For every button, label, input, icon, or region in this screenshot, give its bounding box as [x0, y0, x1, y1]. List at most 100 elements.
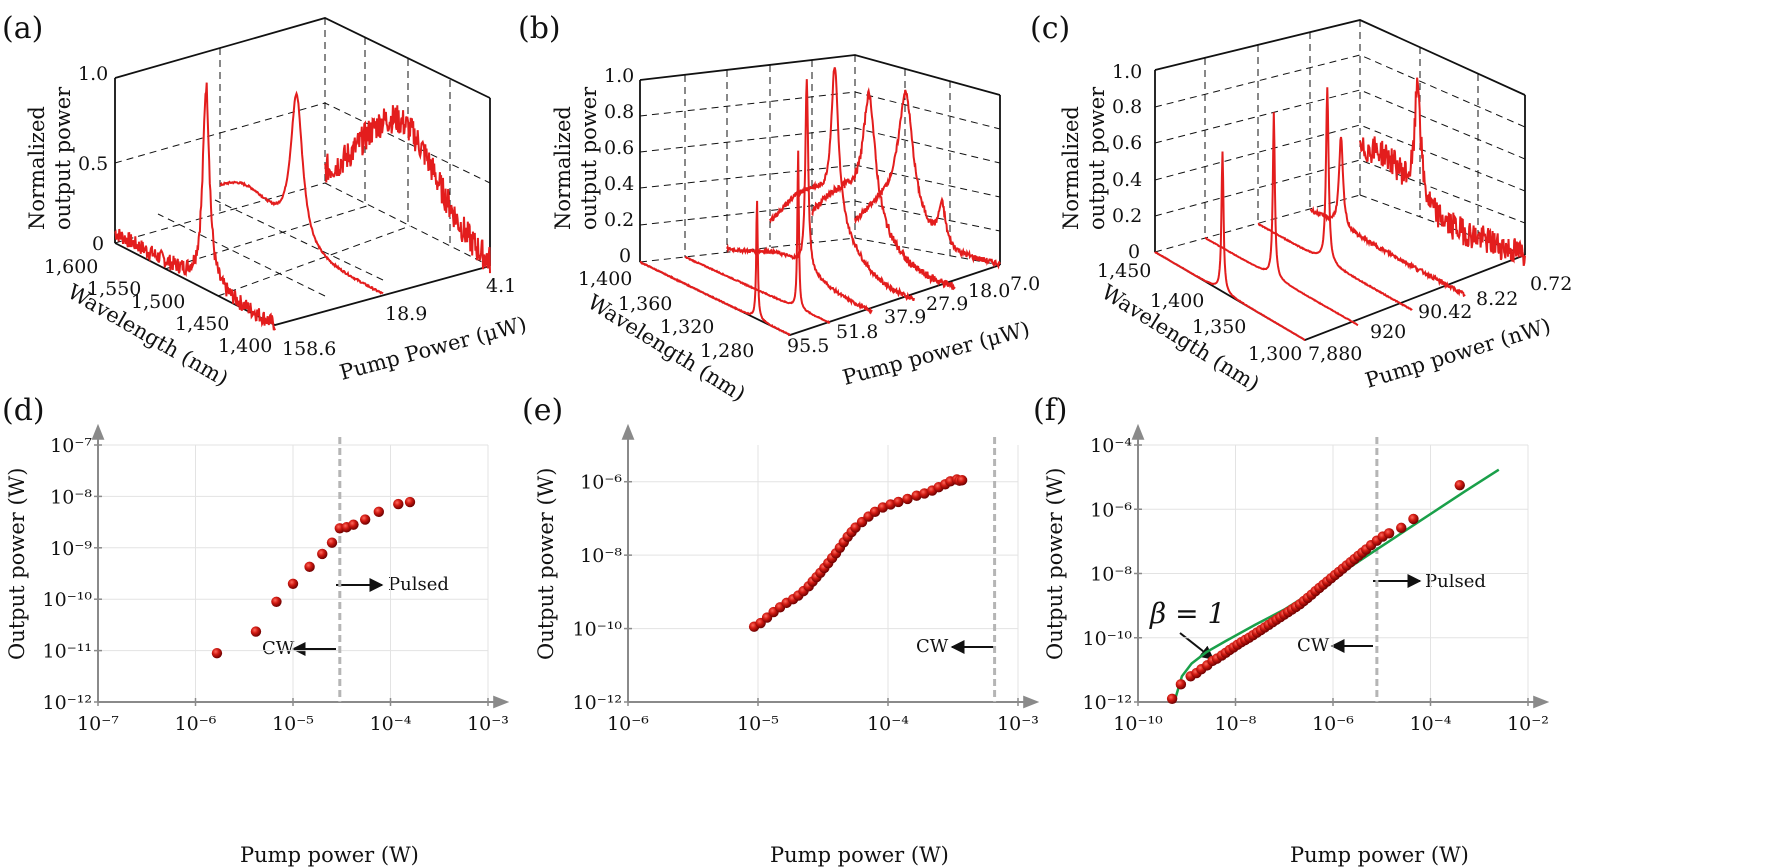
z-axis-label-line1: Normalized [1059, 106, 1083, 230]
spectrum-trace [1204, 112, 1359, 327]
y-tick-label: 10⁻⁹ [50, 538, 92, 560]
data-point [348, 519, 359, 530]
x-tick: 1,320 [660, 316, 714, 338]
spectrum-trace [684, 150, 831, 324]
y-tick-label: 10⁻¹⁰ [43, 589, 93, 611]
y-tick: 0.72 [1530, 273, 1572, 295]
z-tick: 0.2 [604, 209, 634, 231]
spectrum-trace [1154, 151, 1306, 342]
spectrum-trace [1359, 77, 1526, 267]
spectrum-trace [726, 79, 873, 315]
panel-f: (f) Pump power (W) Output power (W) Puls… [1033, 393, 1550, 867]
x-tick-label: 10⁻¹⁰ [1113, 713, 1163, 735]
z-axis-label-line2: output power [51, 86, 75, 230]
z-axis-label-line1: Normalized [25, 106, 49, 230]
data-point [404, 496, 416, 508]
x-tick: 1,500 [131, 291, 185, 313]
x-tick: 1,550 [87, 278, 141, 300]
x-tick: 1,400 [1150, 290, 1204, 312]
panel-e: (e) Pump power (W) Output power (W) CW 1… [522, 393, 1040, 867]
x-tick-label: 10⁻³ [467, 713, 509, 735]
y-axis-label: Output power (W) [5, 468, 29, 660]
data-point [287, 578, 299, 589]
z-tick: 0.5 [78, 153, 108, 175]
data-point [877, 502, 888, 513]
y-tick-label: 10⁻¹² [573, 692, 622, 714]
z-tick: 1.0 [604, 65, 634, 87]
z-tick: 0.8 [1112, 96, 1142, 118]
panel-c-3d-frame [1154, 19, 1526, 341]
x-tick-label: 10⁻² [1507, 713, 1549, 735]
z-tick: 0.4 [604, 173, 634, 195]
y-tick: 51.8 [836, 321, 878, 343]
data-point [1166, 693, 1178, 704]
y-tick-label: 10⁻¹¹ [43, 641, 92, 663]
spectrum-trace [219, 90, 384, 295]
spectrum-trace [1257, 87, 1413, 311]
panel-c-z-ticks: 1.0 0.8 0.6 0.4 0.2 0 [1112, 61, 1142, 263]
x-tick-label: 10⁻⁷ [77, 713, 119, 735]
data-point [250, 626, 262, 637]
y-tick-label: 10⁻¹² [43, 692, 92, 714]
data-point [393, 498, 404, 510]
panel-a-spectra [114, 82, 491, 331]
y-tick: 8.22 [1476, 288, 1518, 310]
panel-b-y-ticks: 95.5 51.8 37.9 27.9 18.0 7.0 [787, 273, 1040, 357]
panel-c-y-ticks: 7,880 920 90.42 8.22 0.72 [1308, 273, 1572, 365]
x-tick: 1,600 [44, 256, 98, 278]
panel-label-c: (c) [1030, 11, 1070, 46]
y-tick: 920 [1370, 321, 1406, 343]
y-tick-label: 10⁻⁴ [1090, 435, 1132, 457]
panel-d-plot: 10⁻⁷ 10⁻⁶ 10⁻⁵ 10⁻⁴ 10⁻³ 10⁻¹² 10⁻¹¹ 10⁻¹⁰ 10⁻⁹ 1… [43, 423, 510, 735]
data-point [326, 537, 338, 548]
spectrum-trace [811, 86, 956, 291]
y-tick-label: 10⁻¹⁰ [573, 619, 623, 641]
x-tick-label: 10⁻⁶ [607, 713, 649, 735]
spectrum-trace [324, 105, 491, 274]
y-axis-label: Output power (W) [1043, 468, 1067, 660]
z-axis-label-line1: Normalized [551, 106, 575, 230]
z-tick: 0.2 [1112, 205, 1142, 227]
panel-f-plot: 10⁻¹⁰ 10⁻⁸ 10⁻⁶ 10⁻⁴ 10⁻²10⁻¹²10⁻¹⁰10⁻⁸10⁻⁶1… [1083, 423, 1550, 735]
y-tick: 37.9 [884, 306, 926, 328]
x-tick-label: 10⁻⁵ [272, 713, 314, 735]
data-point [1408, 513, 1419, 525]
panel-label-e: (e) [522, 393, 563, 428]
data-point [1175, 679, 1187, 690]
panel-a-x-ticks: 1,600 1,550 1,500 1,450 1,400 [44, 256, 272, 357]
y-axis-label: Output power (W) [534, 468, 558, 660]
panel-d: (d) Pump power (W) Output power (W) Puls… [2, 393, 510, 867]
panel-c-spectra [1154, 77, 1526, 342]
annotation-pulsed: Pulsed [388, 574, 449, 595]
x-tick-label: 10⁻⁵ [737, 713, 779, 735]
panel-c-x-ticks: 1,450 1,400 1,350 1,300 [1097, 260, 1302, 365]
y-tick-label: 10⁻⁸ [1090, 564, 1132, 586]
panel-b-z-ticks: 1.0 0.8 0.6 0.4 0.2 0 [604, 65, 634, 267]
x-tick-label: 10⁻⁶ [175, 713, 217, 735]
panel-label-b: (b) [518, 11, 561, 46]
z-tick: 1.0 [1112, 61, 1142, 83]
x-tick: 1,280 [700, 340, 754, 362]
annotation-cw: CW [262, 638, 295, 659]
panel-a-z-ticks: 1.0 0.5 0 [78, 63, 108, 255]
data-point [1396, 522, 1407, 534]
x-axis-label: Pump power (W) [1290, 843, 1469, 867]
z-tick: 0.4 [1112, 169, 1142, 191]
x-tick-label: 10⁻⁸ [1215, 713, 1257, 735]
panel-a-y-ticks: 158.6 18.9 4.1 [282, 275, 516, 360]
y-tick: 90.42 [1418, 301, 1472, 323]
x-tick: 1,400 [578, 268, 632, 290]
z-tick: 1.0 [78, 63, 108, 85]
y-tick: 4.1 [486, 275, 516, 297]
y-tick-label: 10⁻⁸ [50, 486, 92, 508]
y-axis-label: Pump Power (μW) [337, 312, 529, 385]
spectrum-trace [639, 200, 791, 337]
z-axis-label-line2: output power [1085, 86, 1109, 230]
annotation-cw: CW [916, 636, 949, 657]
data-point [919, 488, 930, 499]
x-tick: 1,360 [618, 293, 672, 315]
data-point [1454, 479, 1465, 491]
z-tick: 0 [619, 245, 631, 267]
x-tick: 1,350 [1192, 316, 1246, 338]
